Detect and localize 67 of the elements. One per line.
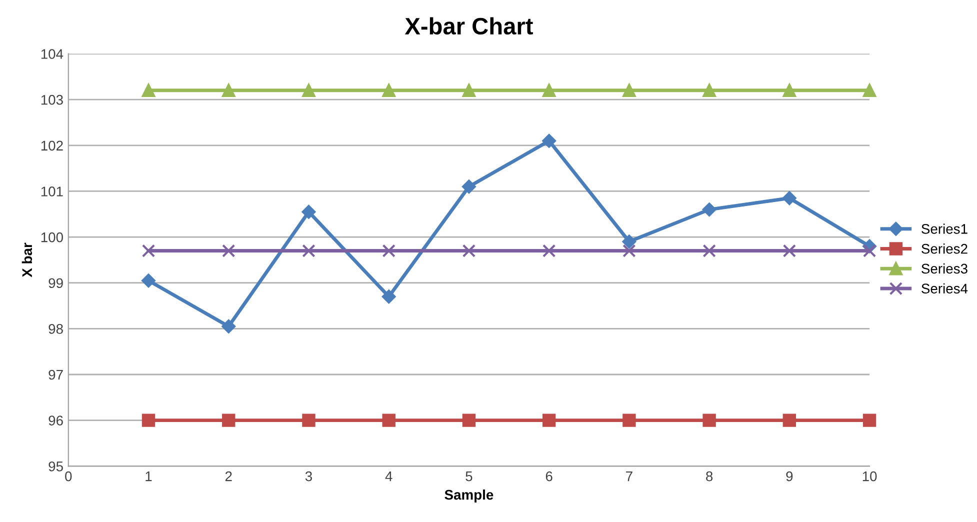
y-tick-label: 98 xyxy=(48,324,63,334)
point xyxy=(222,319,236,334)
point xyxy=(542,134,556,148)
point xyxy=(702,414,716,427)
point xyxy=(862,244,876,258)
x-tick-label: 2 xyxy=(225,471,232,482)
point xyxy=(302,414,316,427)
point xyxy=(862,414,876,427)
point xyxy=(142,84,156,98)
point xyxy=(622,244,636,258)
point xyxy=(302,84,316,98)
point xyxy=(142,274,156,288)
y-axis-title: X bar xyxy=(22,242,32,278)
point xyxy=(622,234,636,249)
point xyxy=(542,84,556,98)
x-tick-label: 8 xyxy=(706,471,713,482)
y-tick-label: 96 xyxy=(48,416,63,426)
x-tick-label: 10 xyxy=(862,471,877,482)
point xyxy=(222,414,236,427)
point xyxy=(782,84,796,98)
point xyxy=(462,84,476,98)
legend-label: Series2 xyxy=(922,244,968,254)
point xyxy=(382,414,396,427)
x-tick-label: 3 xyxy=(305,471,312,482)
point xyxy=(702,202,716,216)
point xyxy=(862,84,876,98)
legend-label: Series1 xyxy=(922,224,968,234)
point xyxy=(702,244,716,258)
legend-label: Series4 xyxy=(922,283,968,294)
y-tick-label: 100 xyxy=(41,232,63,242)
x-tick-label: 4 xyxy=(385,472,392,482)
point xyxy=(542,244,556,258)
point xyxy=(222,244,236,258)
y-tick-label: 95 xyxy=(48,461,63,472)
point xyxy=(622,414,636,427)
x-tick-label: 9 xyxy=(786,471,793,482)
y-tick-label: 103 xyxy=(41,94,63,105)
point xyxy=(782,191,796,206)
point xyxy=(782,414,796,427)
point xyxy=(782,244,796,258)
y-tick-label: 101 xyxy=(41,186,63,196)
x-tick-label: 5 xyxy=(466,472,472,482)
point xyxy=(382,244,396,258)
x-tick-label: 1 xyxy=(146,472,152,482)
y-tick-label: 102 xyxy=(41,140,63,151)
point xyxy=(622,84,636,98)
y-tick-label: 97 xyxy=(48,370,63,380)
point xyxy=(142,244,156,258)
y-tick-label: 99 xyxy=(48,278,63,288)
x-tick-label: 6 xyxy=(546,471,552,482)
point xyxy=(382,84,396,98)
point xyxy=(702,84,716,98)
point xyxy=(462,414,476,427)
x-tick-label: 0 xyxy=(65,471,72,482)
point xyxy=(302,204,316,219)
point xyxy=(222,84,236,98)
point xyxy=(302,244,316,258)
point xyxy=(382,290,396,304)
point xyxy=(462,244,476,258)
point xyxy=(462,180,476,194)
point xyxy=(542,414,556,427)
x-axis-title: Sample xyxy=(444,490,494,502)
chart-title: X-bar Chart xyxy=(404,17,533,35)
legend-label: Series3 xyxy=(922,263,968,274)
y-tick-label: 104 xyxy=(41,49,64,59)
x-tick-label: 7 xyxy=(626,472,632,482)
point xyxy=(142,414,156,427)
